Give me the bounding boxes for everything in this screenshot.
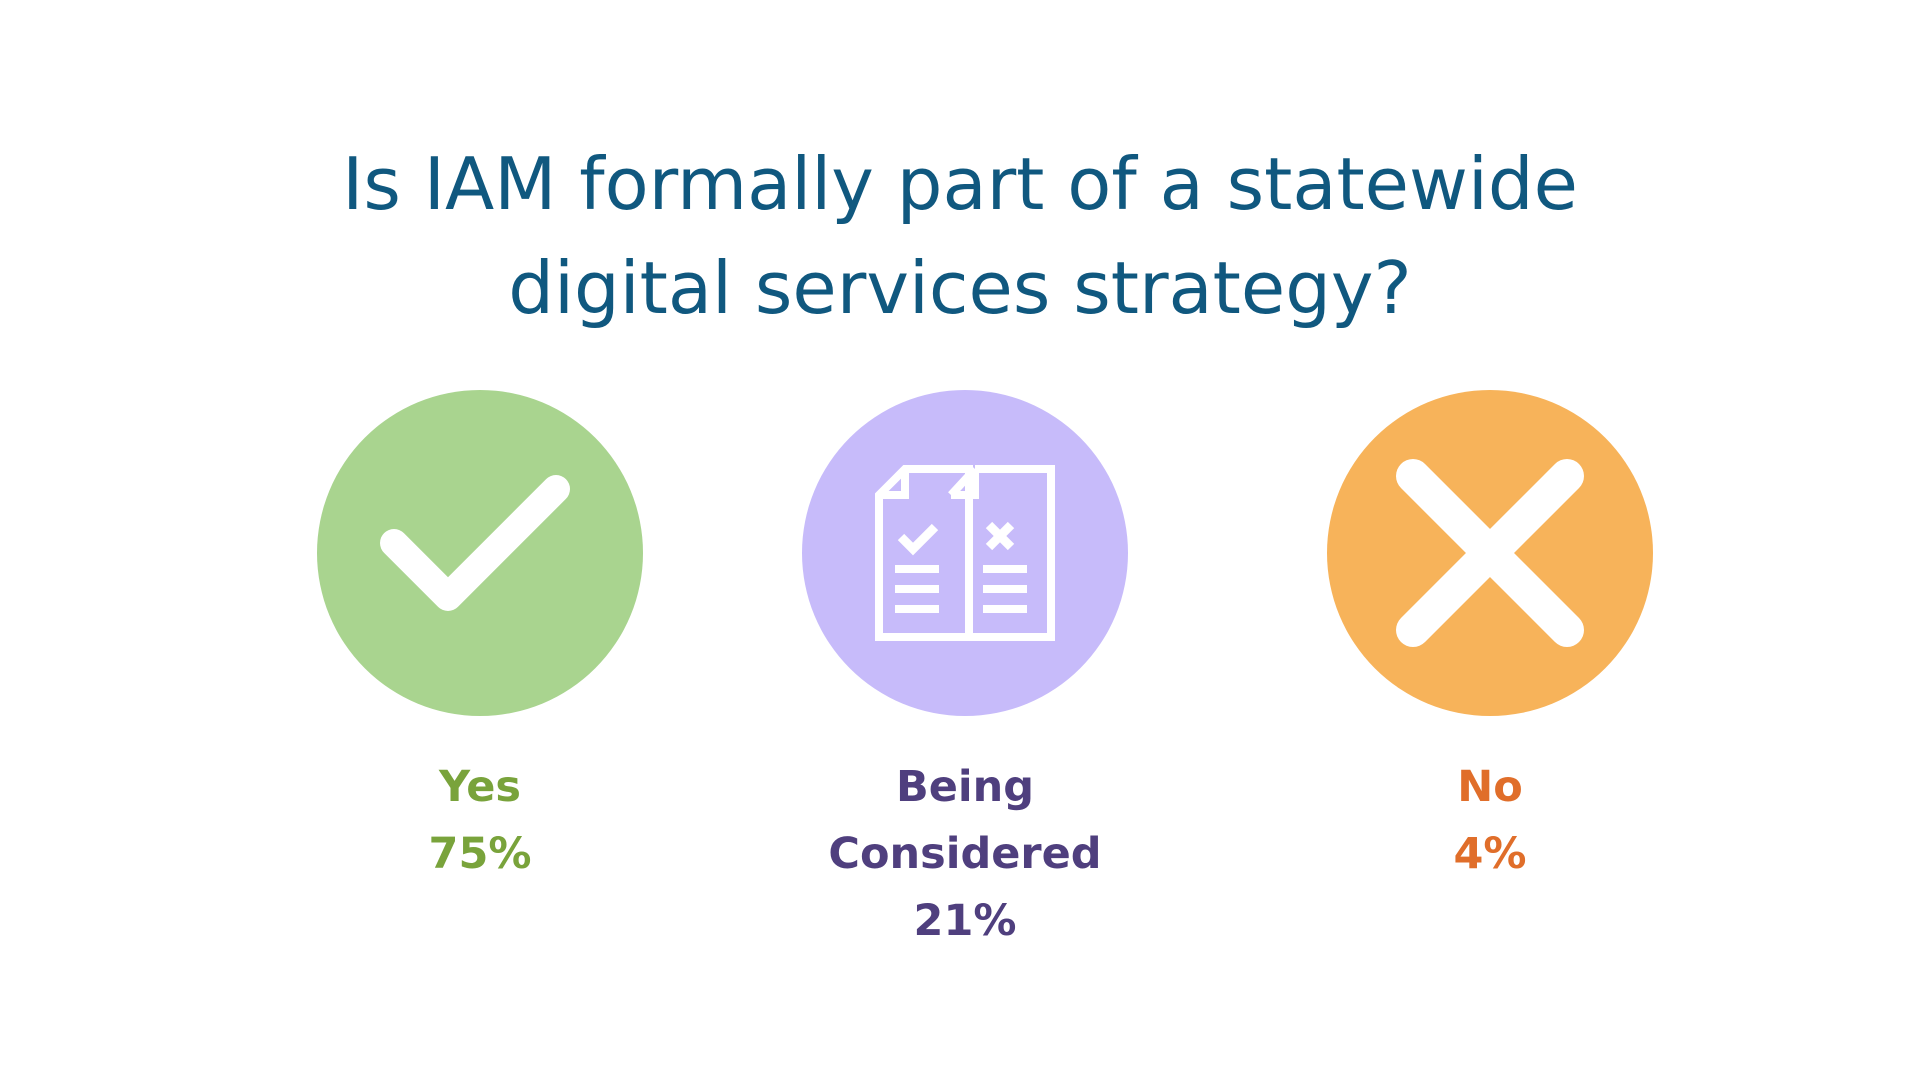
option-being-considered: Being Considered 21% [745,390,1185,955]
being-considered-label: Being Considered 21% [745,754,1185,955]
no-circle [1327,390,1653,716]
no-category: No [1457,762,1523,812]
being-considered-value: 21% [913,896,1017,946]
yes-category: Yes [439,762,521,812]
option-no: No 4% [1270,390,1710,888]
being-considered-category-line-2: Considered [828,829,1102,879]
checkmark-icon [380,475,570,611]
no-value: 4% [1453,829,1527,879]
yes-label: Yes 75% [260,754,700,888]
documents-icon [875,465,1055,641]
no-label: No 4% [1270,754,1710,888]
yes-value: 75% [428,829,532,879]
option-yes: Yes 75% [260,390,700,888]
title-line-2: digital services strategy? [508,246,1412,331]
yes-circle [317,390,643,716]
being-considered-category-line-1: Being [895,762,1035,812]
x-icon [1396,459,1584,647]
being-considered-circle [802,390,1128,716]
chart-title: Is IAM formally part of a statewide digi… [0,132,1920,340]
title-line-1: Is IAM formally part of a statewide [342,142,1578,227]
